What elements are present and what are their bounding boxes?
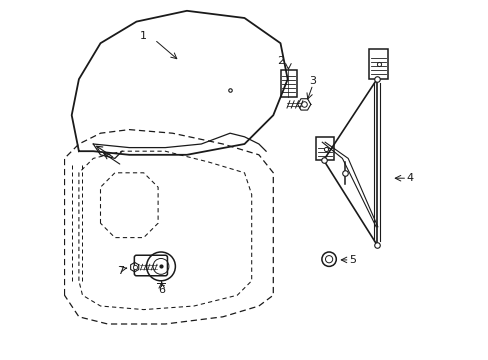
Text: 2: 2 — [276, 56, 284, 66]
Bar — [280, 70, 296, 97]
Text: 6: 6 — [158, 285, 165, 295]
Text: 7: 7 — [117, 266, 123, 276]
Bar — [368, 49, 387, 79]
Text: 4: 4 — [406, 173, 413, 183]
Text: 5: 5 — [348, 255, 355, 265]
Text: 3: 3 — [309, 76, 316, 86]
Text: 1: 1 — [140, 31, 147, 41]
FancyBboxPatch shape — [134, 255, 167, 276]
Bar — [316, 137, 334, 160]
